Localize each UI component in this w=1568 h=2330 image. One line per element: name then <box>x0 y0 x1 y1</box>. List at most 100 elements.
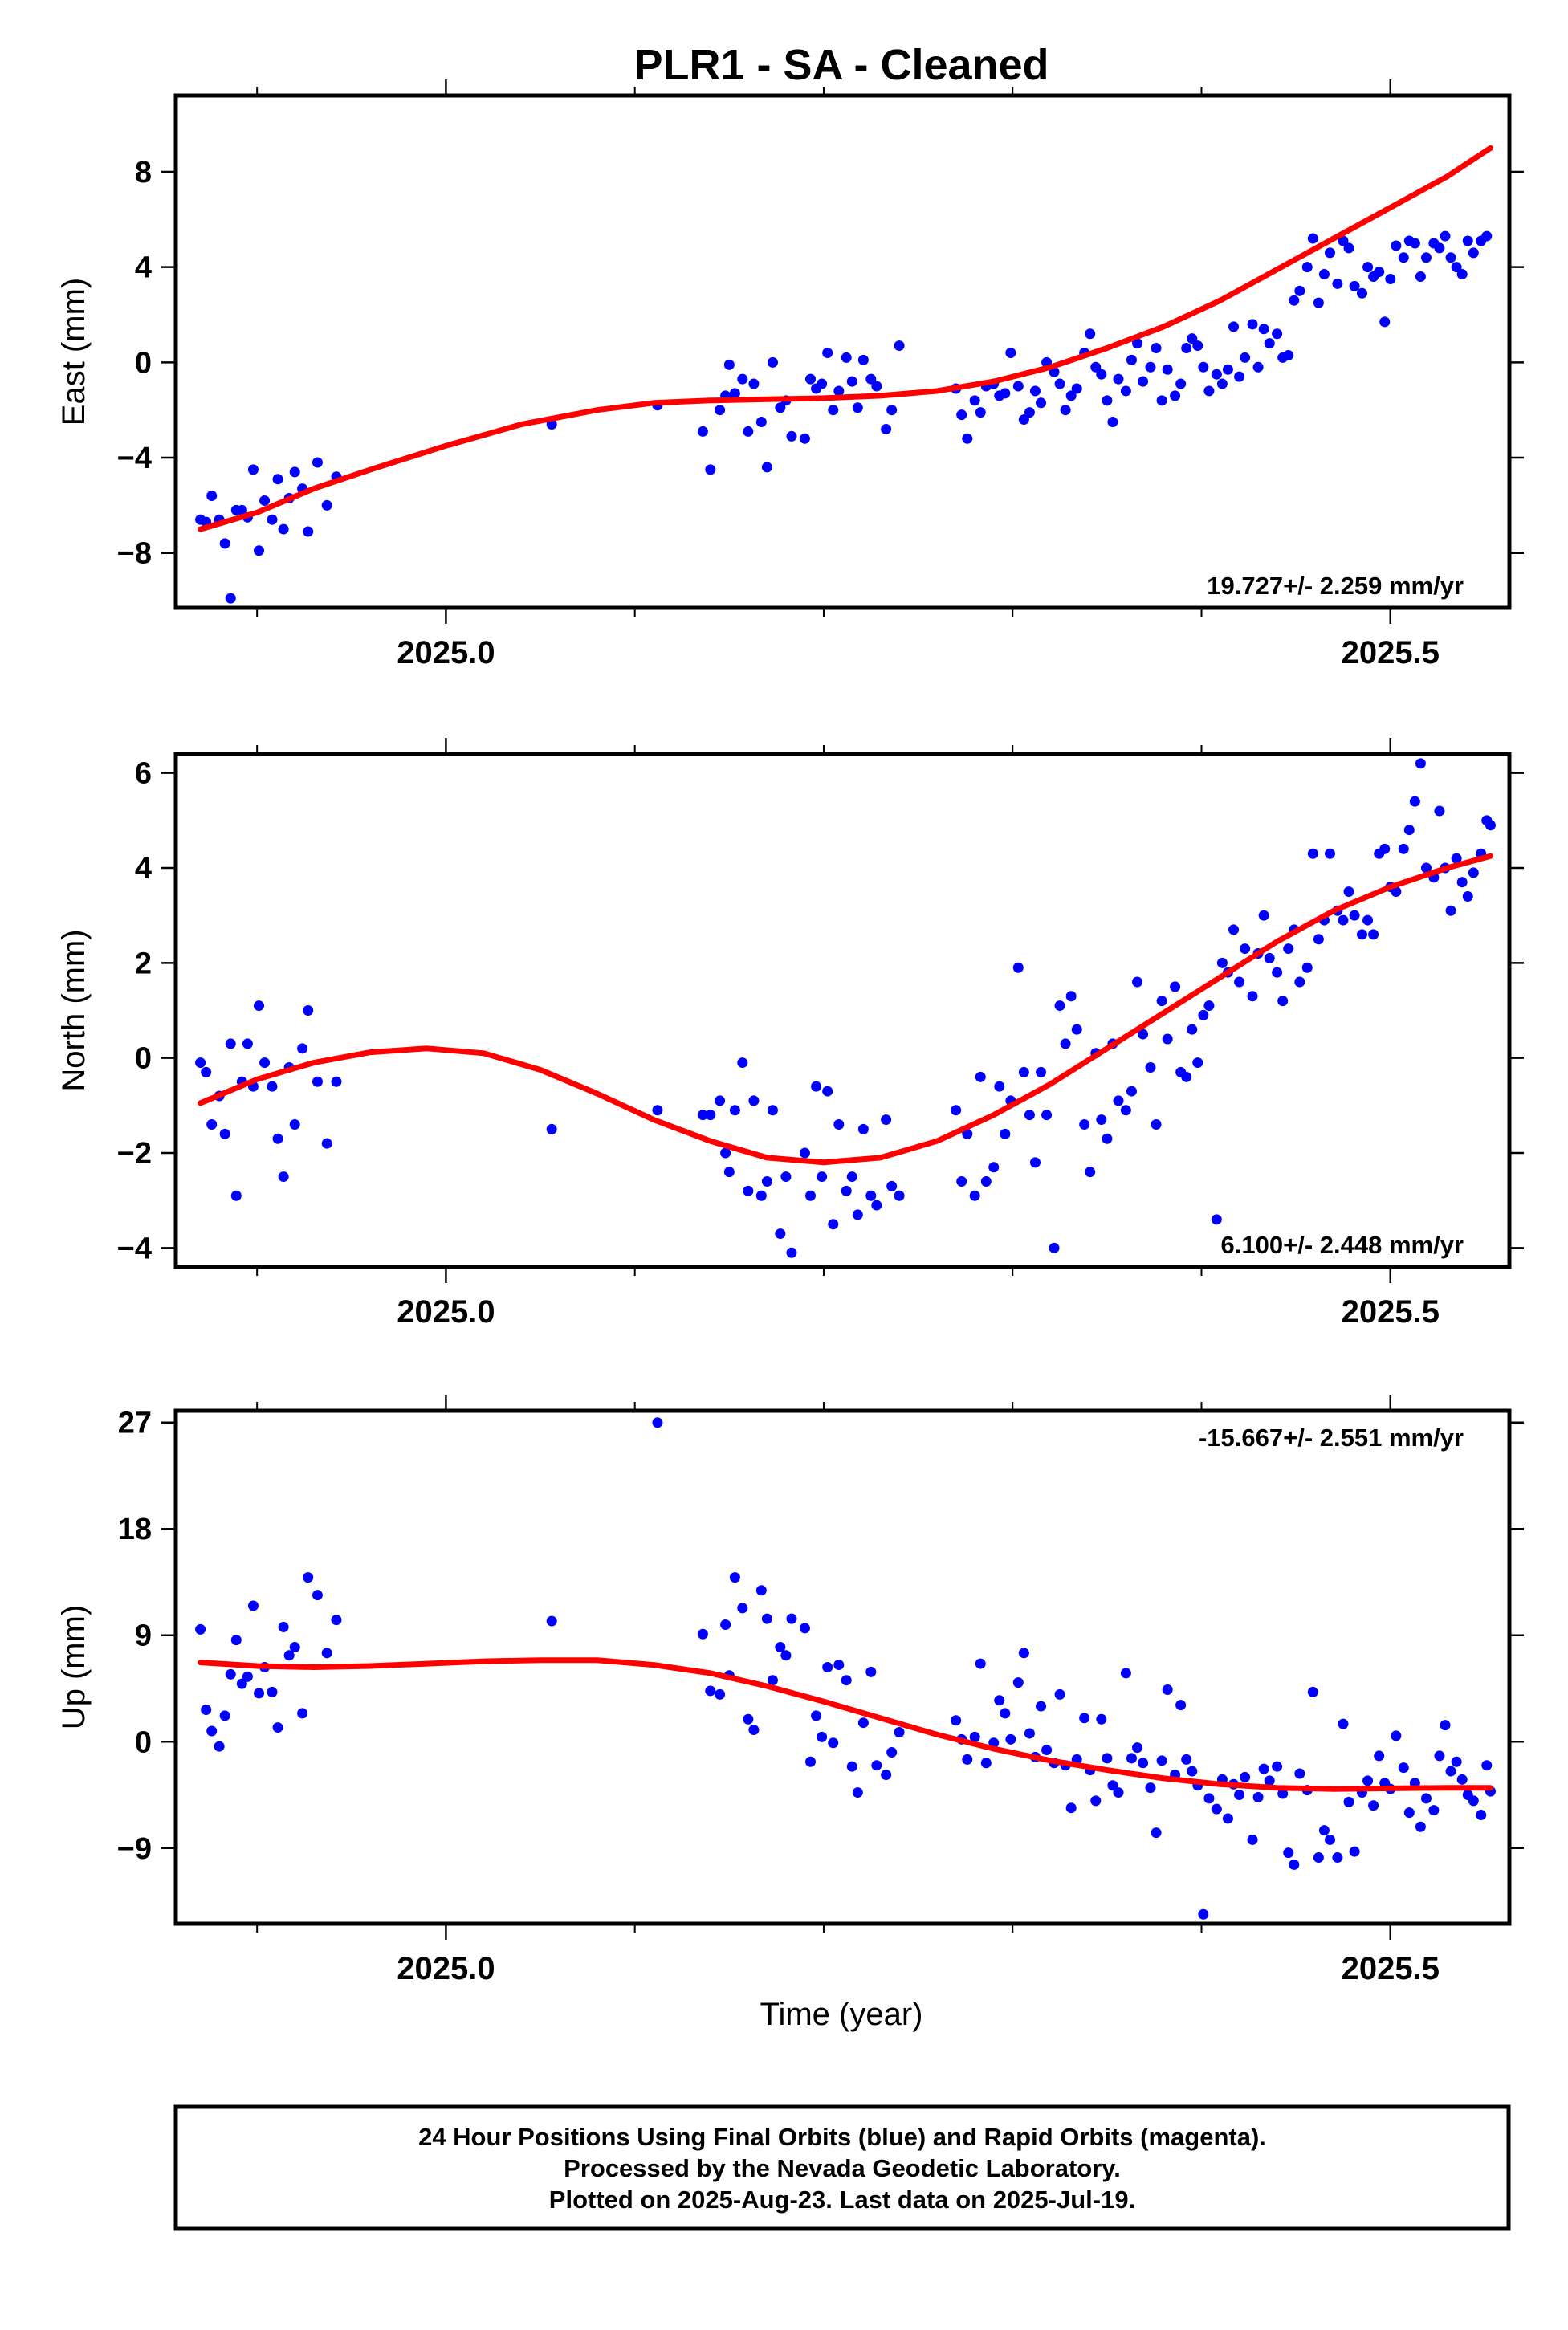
data-point <box>833 1119 845 1130</box>
data-point <box>1170 981 1181 992</box>
data-point <box>1283 349 1294 360</box>
data-point <box>805 1756 817 1767</box>
data-point <box>1481 230 1493 242</box>
data-point <box>1445 905 1456 916</box>
up-panel: 2025.0 2025.5 −9 0 9 18 27 Up (mm) -15.667+/- 2.… <box>56 1395 1524 1986</box>
data-point <box>1456 877 1468 888</box>
data-point <box>865 1666 877 1677</box>
data-point <box>242 1038 253 1049</box>
x-tick-label: 2025.5 <box>1342 635 1440 670</box>
data-point <box>1203 1793 1215 1804</box>
data-point <box>312 457 323 468</box>
data-point <box>799 1623 810 1634</box>
data-point <box>1456 1774 1468 1785</box>
data-point <box>956 409 967 421</box>
data-point <box>1379 316 1391 328</box>
data-point <box>1420 252 1432 263</box>
data-point <box>1398 252 1409 263</box>
data-point <box>297 1708 308 1719</box>
footer-line-3: Plotted on 2025-Aug-23. Last data on 202… <box>549 2185 1135 2214</box>
data-point <box>1113 373 1124 385</box>
data-point <box>881 1114 892 1126</box>
data-point <box>1440 1720 1451 1731</box>
data-point <box>1181 343 1192 354</box>
data-point <box>1049 1242 1060 1253</box>
data-point <box>214 1741 225 1752</box>
data-point <box>1029 1157 1041 1168</box>
data-point <box>1120 1105 1131 1116</box>
data-point <box>254 545 265 556</box>
data-point <box>1415 758 1426 769</box>
data-point <box>1156 395 1167 406</box>
data-point <box>737 373 748 385</box>
data-point <box>1181 1754 1192 1765</box>
data-point <box>1018 1648 1029 1659</box>
y-tick-label: 18 <box>118 1513 152 1546</box>
data-point <box>242 1671 253 1682</box>
data-point <box>1000 1708 1011 1719</box>
data-point <box>1294 976 1305 988</box>
data-point <box>748 1095 760 1106</box>
data-point <box>1102 1753 1113 1764</box>
data-point <box>1187 333 1198 344</box>
data-point <box>1156 996 1167 1007</box>
x-axis-label: Time (year) <box>760 1997 923 2032</box>
data-point <box>267 1081 278 1092</box>
data-point <box>1012 962 1024 973</box>
data-point <box>720 1619 731 1630</box>
data-point <box>865 373 877 385</box>
data-point <box>1018 414 1029 426</box>
data-point <box>1476 1810 1487 1821</box>
data-point <box>1145 361 1156 373</box>
data-point <box>1162 364 1173 375</box>
data-point <box>755 1190 767 1201</box>
data-point <box>321 499 332 511</box>
data-point <box>755 417 767 428</box>
x-tick-label: 2025.5 <box>1342 1294 1440 1330</box>
data-point <box>1272 1761 1283 1772</box>
data-point <box>225 593 236 604</box>
data-point <box>1107 417 1118 428</box>
fit-line <box>198 853 1493 1166</box>
data-point <box>1181 1071 1192 1082</box>
data-point <box>272 474 283 485</box>
data-point <box>289 466 300 478</box>
data-point <box>761 462 772 473</box>
data-point <box>1228 321 1240 332</box>
data-point <box>841 1185 852 1196</box>
data-point <box>1398 1762 1409 1774</box>
data-point <box>219 1128 230 1139</box>
data-point <box>951 1105 962 1116</box>
data-point <box>247 1600 259 1611</box>
data-point <box>767 1105 778 1116</box>
data-point <box>1307 848 1318 859</box>
data-point <box>1240 1771 1251 1782</box>
data-point <box>775 1228 786 1240</box>
data-point <box>1054 378 1065 389</box>
footer-line-1: 24 Hour Positions Using Final Orbits (bl… <box>418 2123 1266 2151</box>
data-point <box>871 1200 882 1211</box>
data-point <box>1356 287 1367 299</box>
data-layer <box>195 758 1496 1258</box>
data-point <box>1041 1110 1053 1121</box>
data-point <box>1126 1753 1137 1764</box>
data-point <box>767 1675 778 1686</box>
data-point <box>767 356 778 368</box>
data-point <box>201 1705 212 1716</box>
data-point <box>846 1761 857 1772</box>
data-point <box>312 1076 323 1087</box>
data-point <box>1379 843 1391 854</box>
data-point <box>886 1747 898 1758</box>
data-point <box>1451 853 1462 864</box>
data-point <box>786 430 797 442</box>
data-point <box>1120 385 1131 397</box>
data-point <box>1415 1821 1426 1832</box>
y-tick-label: 0 <box>135 1725 152 1759</box>
data-point <box>1403 1807 1415 1819</box>
data-point <box>697 1628 708 1640</box>
data-point <box>805 373 817 385</box>
data-point <box>1343 242 1354 254</box>
data-point <box>755 1585 767 1596</box>
data-point <box>1343 886 1354 898</box>
data-point <box>1036 397 1047 409</box>
